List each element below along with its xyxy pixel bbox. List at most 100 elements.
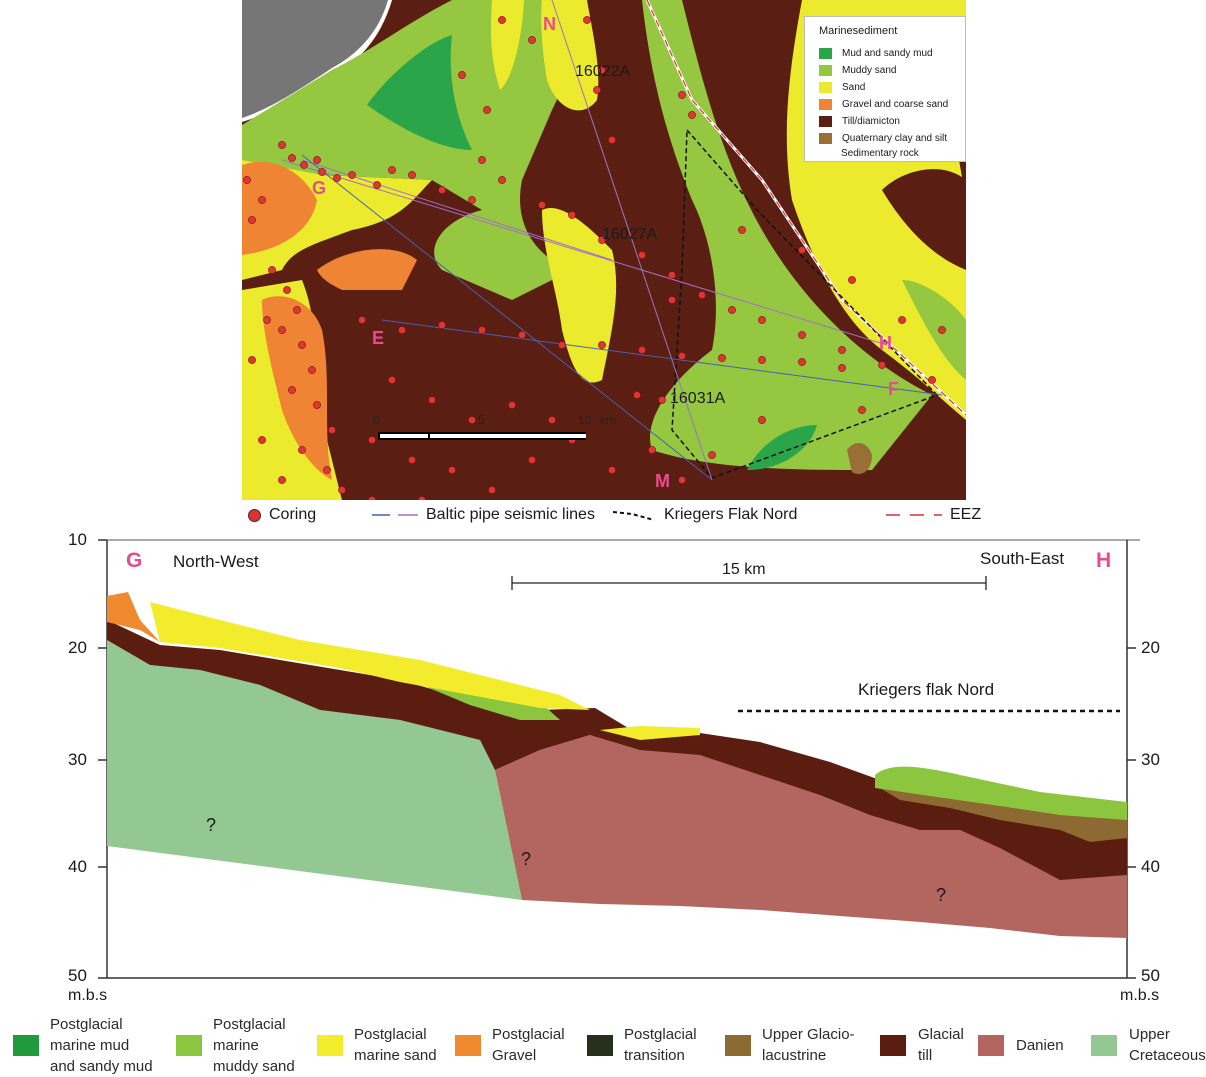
key-seismic-label: Baltic pipe seismic lines: [426, 506, 595, 523]
coring-point: [298, 341, 306, 349]
legend-gravel: Postglacial Gravel: [492, 1026, 565, 1064]
coring-point: [478, 326, 486, 334]
profile-end-h: H: [1096, 549, 1112, 572]
core-label: 16022A: [575, 63, 631, 80]
coring-point: [798, 246, 806, 254]
legend-swatch: [819, 47, 832, 59]
coring-icon: [248, 508, 261, 522]
y-tick-left: 30: [68, 750, 87, 769]
y-tick-right: 20: [1141, 638, 1160, 657]
coring-point: [313, 156, 321, 164]
key-kriegers-label: Kriegers Flak Nord: [664, 506, 798, 523]
coring-point: [718, 354, 726, 362]
coring-point: [858, 406, 866, 414]
coring-point: [798, 331, 806, 339]
coring-point: [583, 16, 591, 24]
coring-point: [698, 291, 706, 299]
coring-point: [323, 466, 331, 474]
coring-point: [528, 36, 536, 44]
coring-point: [293, 306, 301, 314]
coring-point: [348, 171, 356, 179]
map-legend-item: Sedimentary rock: [841, 147, 919, 159]
coring-point: [468, 416, 476, 424]
legend-swatch-marine-sand: [317, 1035, 343, 1056]
coring-point: [328, 426, 336, 434]
direction-southeast: South-East: [980, 549, 1065, 568]
y-tick-left: 40: [68, 857, 87, 876]
y-unit-right: m.b.s: [1120, 987, 1160, 1004]
coring-point: [608, 136, 616, 144]
coring-point: [368, 436, 376, 444]
legend-glaciolacustrine: Upper Glacio-lacustrine: [762, 1026, 855, 1064]
scale-tick: 0: [373, 413, 380, 427]
coring-point: [258, 436, 266, 444]
coring-point: [388, 376, 396, 384]
map-legend-label: Muddy sand: [842, 64, 897, 76]
coring-point: [373, 181, 381, 189]
coring-point: [508, 401, 516, 409]
map-legend-item: Sand: [819, 81, 865, 93]
map-legend-label: Till/diamicton: [842, 115, 900, 127]
scale-tick: 10: [578, 413, 592, 427]
legend-marine-mud: Postglacial marine mud and sandy mud: [50, 1016, 153, 1075]
coring-point: [300, 161, 308, 169]
coring-point: [258, 196, 266, 204]
map-label-m: M: [655, 471, 670, 491]
y-tick-left: 10: [68, 530, 87, 549]
map-legend-item: Muddy sand: [819, 64, 896, 76]
coring-point: [278, 141, 286, 149]
coring-point: [333, 174, 341, 182]
coring-point: [248, 356, 256, 364]
coring-point: [593, 86, 601, 94]
coring-point: [758, 316, 766, 324]
coring-point: [408, 171, 416, 179]
coring-point: [243, 176, 251, 184]
coring-point: [638, 251, 646, 259]
coring-point: [608, 466, 616, 474]
map-legend-item: Mud and sandy mud: [819, 47, 933, 59]
coring-point: [708, 451, 716, 459]
key-coring-label: Coring: [269, 506, 317, 523]
coring-point: [558, 341, 566, 349]
legend-swatch-gravel: [455, 1035, 481, 1056]
y-tick-right: 40: [1141, 857, 1160, 876]
map-label-h: H: [879, 333, 892, 353]
coring-point: [658, 396, 666, 404]
coring-point: [288, 386, 296, 394]
map-legend: Marinesediment Mud and sandy mud Muddy s…: [804, 16, 966, 162]
key-coring: Coring: [248, 505, 316, 525]
cross-section-profile: [98, 539, 1140, 979]
key-eez: EEZ: [886, 505, 981, 525]
coring-point: [668, 271, 676, 279]
coring-point: [278, 476, 286, 484]
coring-point: [488, 486, 496, 494]
coring-point: [438, 321, 446, 329]
legend-swatch: [819, 98, 832, 110]
coring-point: [268, 266, 276, 274]
legend-cretaceous: Upper Cretaceous: [1129, 1026, 1206, 1064]
y-tick-left: 20: [68, 638, 87, 657]
key-kriegers: Kriegers Flak Nord: [612, 505, 797, 525]
coring-point: [408, 456, 416, 464]
coring-point: [483, 106, 491, 114]
map-label-f: F: [888, 379, 899, 399]
profile-scale-label: 15 km: [722, 561, 766, 578]
legend-swatch: [819, 81, 832, 93]
key-seismic: Baltic pipe seismic lines: [372, 505, 595, 525]
coring-point: [458, 71, 466, 79]
core-label: 16027A: [602, 226, 658, 243]
unknown-mark: ?: [936, 885, 947, 905]
key-eez-label: EEZ: [950, 506, 982, 523]
map-label-e: E: [372, 328, 385, 348]
legend-swatch: [819, 115, 832, 127]
kriegers-profile-label: Kriegers flak Nord: [858, 680, 995, 699]
coring-point: [568, 211, 576, 219]
scale-bar: [378, 432, 586, 440]
coring-point: [478, 156, 486, 164]
coring-point: [468, 196, 476, 204]
legend-swatch-cretaceous: [1091, 1035, 1117, 1056]
coring-point: [248, 216, 256, 224]
legend-swatch-danien: [978, 1035, 1004, 1056]
coring-point: [668, 296, 676, 304]
coring-point: [633, 391, 641, 399]
